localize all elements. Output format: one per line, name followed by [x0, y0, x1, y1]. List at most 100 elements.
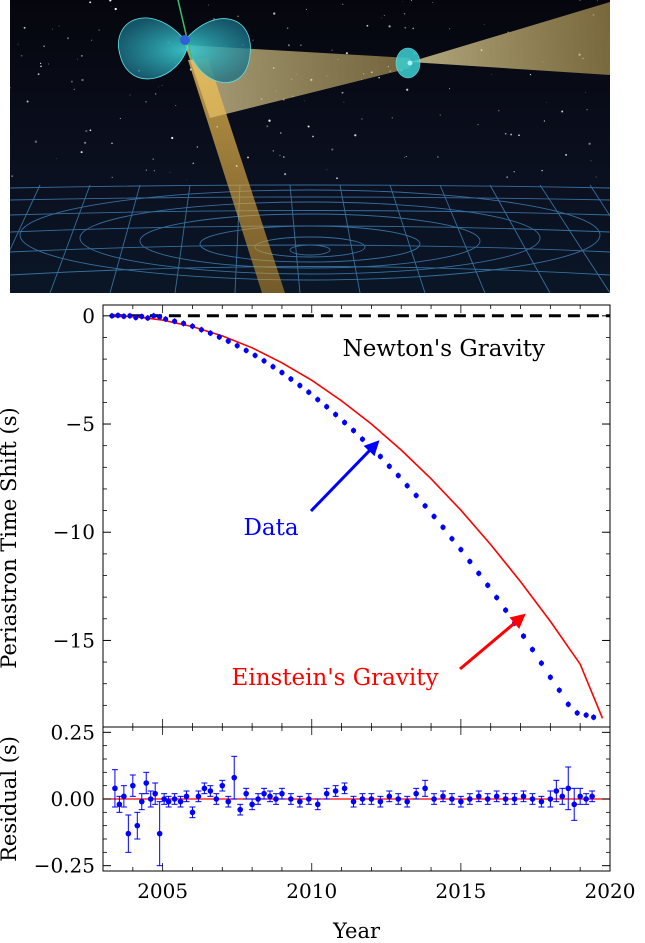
- bottom-ytick-label: 0.00: [50, 787, 95, 811]
- star: [432, 2, 434, 4]
- residual-point: [368, 796, 375, 802]
- data-point: [127, 313, 133, 319]
- residual-point: [255, 796, 261, 802]
- residual-point: [207, 788, 214, 794]
- star: [449, 28, 451, 30]
- star: [208, 4, 209, 6]
- residual-point: [553, 788, 560, 794]
- residual-point: [134, 822, 141, 829]
- residual-point: [413, 790, 419, 797]
- star: [588, 142, 591, 145]
- star: [541, 169, 543, 172]
- residual-point: [404, 798, 411, 805]
- star: [66, 37, 70, 40]
- star: [73, 88, 75, 91]
- residual-point: [377, 798, 384, 805]
- star: [312, 135, 314, 138]
- einstein-gravity-label: Einstein's Gravity: [232, 665, 439, 691]
- residual-point: [422, 785, 428, 792]
- residual-point: [261, 790, 267, 797]
- star: [411, 0, 412, 1]
- star: [39, 62, 42, 64]
- residual-point: [511, 796, 518, 802]
- residual-point: [520, 793, 527, 800]
- data-arrow: [309, 440, 380, 513]
- data-point: [359, 436, 366, 442]
- star: [342, 3, 344, 5]
- data-point: [115, 312, 121, 318]
- star: [336, 177, 338, 180]
- data-point: [157, 314, 163, 320]
- data-point: [145, 315, 151, 321]
- top-ytick-label: 0: [82, 304, 95, 328]
- residual-point: [332, 788, 339, 794]
- star: [404, 156, 405, 158]
- star: [266, 125, 269, 128]
- star: [391, 117, 393, 119]
- data-point: [503, 607, 509, 613]
- residual-point: [583, 796, 589, 802]
- top-ytick-label: −10: [53, 520, 95, 544]
- star: [579, 0, 581, 1]
- residual-point: [237, 806, 243, 813]
- residual-point: [538, 798, 545, 805]
- star: [58, 25, 60, 27]
- periastron-shift-chart: 0 −5 −10 −15 2005 2010 2015 2020 0.25 0.00 −0.25 Pe…: [0, 304, 635, 943]
- star: [513, 171, 515, 173]
- top-panel-frame: [102, 304, 611, 728]
- star: [437, 156, 439, 158]
- residual-point: [350, 798, 357, 805]
- residual-point: [189, 809, 196, 816]
- pulsar-a-icon: [180, 35, 190, 45]
- star: [586, 109, 588, 111]
- data-point: [243, 347, 249, 354]
- xlabel: Year: [332, 919, 381, 943]
- residual-point: [589, 793, 595, 800]
- residual-point: [116, 801, 123, 808]
- data-point: [458, 546, 464, 553]
- data-point: [529, 646, 536, 653]
- star: [268, 119, 271, 122]
- residual-point: [431, 796, 437, 802]
- residual-point: [243, 790, 249, 797]
- data-point: [590, 714, 597, 720]
- top-ylabel: Periastron Time Shift (s): [0, 407, 21, 668]
- star: [439, 114, 441, 116]
- star: [366, 24, 369, 27]
- star: [247, 156, 249, 159]
- data-point: [350, 427, 357, 434]
- residual-point: [249, 801, 255, 808]
- residual-point: [171, 796, 178, 802]
- residual-point: [484, 796, 491, 802]
- residual-point: [571, 801, 578, 808]
- residual-point: [152, 790, 158, 797]
- star: [129, 94, 131, 96]
- data-point: [341, 419, 348, 426]
- star: [383, 14, 386, 17]
- star: [378, 76, 380, 79]
- data-point: [404, 483, 410, 489]
- star: [448, 88, 451, 90]
- bottom-ytick-label: −0.25: [34, 854, 95, 878]
- bottom-xtick-label: 2010: [286, 879, 337, 903]
- star: [280, 132, 282, 134]
- residual-point: [183, 793, 190, 800]
- star: [89, 1, 92, 4]
- residual-point: [288, 796, 294, 802]
- star: [565, 153, 568, 156]
- residual-point: [577, 793, 583, 800]
- star: [497, 109, 500, 112]
- data-point: [297, 382, 303, 389]
- star: [34, 140, 38, 143]
- star: [40, 65, 42, 68]
- data-point: [422, 503, 428, 509]
- data-point: [121, 313, 127, 319]
- star: [491, 73, 492, 75]
- star: [37, 73, 40, 76]
- data-point: [315, 396, 321, 403]
- star: [341, 91, 344, 94]
- data-point: [180, 320, 187, 326]
- star: [597, 0, 598, 2]
- residual-point: [341, 785, 348, 792]
- data-point: [207, 330, 213, 336]
